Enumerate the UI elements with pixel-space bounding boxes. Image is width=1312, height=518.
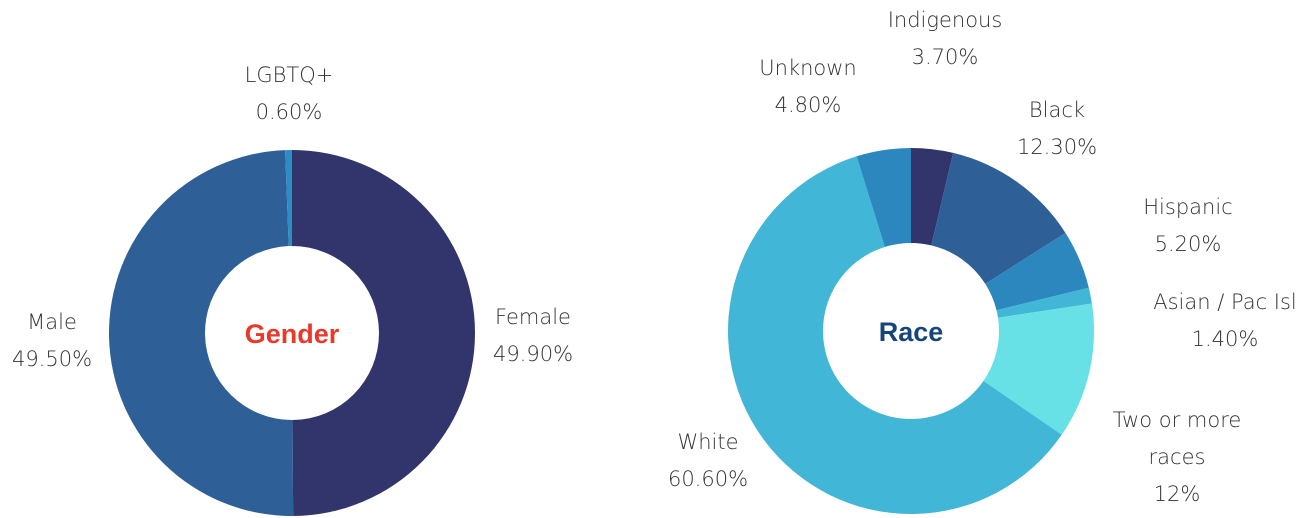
donut-slice	[109, 150, 294, 517]
donut-slice	[983, 303, 1094, 435]
value-label: 3.70%	[911, 45, 979, 69]
category-name: Female	[495, 305, 571, 329]
category-name: Indigenous	[887, 8, 1003, 32]
slice-label: Unknown 4.80%	[759, 50, 856, 124]
value-label: 49.50%	[11, 347, 93, 371]
value-label: 1.40%	[1191, 327, 1259, 351]
slice-label: Female 49.90%	[493, 299, 573, 373]
slice-label: Black 12.30%	[1017, 92, 1097, 166]
category-name: White	[677, 430, 739, 454]
category-name: Black	[1028, 98, 1086, 122]
value-label: 5.20%	[1154, 232, 1222, 256]
donut-slice	[985, 232, 1089, 311]
value-label: 0.60%	[255, 100, 323, 124]
donut-slice	[911, 148, 954, 246]
value-label: 4.80%	[774, 93, 842, 117]
slice-label: Male 49.50%	[12, 304, 92, 378]
category-name: Male	[27, 310, 77, 334]
category-name: Two or more races	[1112, 408, 1242, 469]
category-name: Unknown	[759, 56, 857, 80]
slice-label: LGBTQ+ 0.60%	[245, 57, 334, 131]
donut-slice	[996, 287, 1092, 318]
center-title: Race	[879, 317, 944, 347]
category-name: Hispanic	[1143, 195, 1233, 219]
center-title: Gender	[245, 319, 340, 349]
slice-label: Asian / Pac Isl 1.40%	[1153, 284, 1297, 358]
category-name: LGBTQ+	[244, 63, 334, 87]
donut-slice	[292, 150, 475, 516]
category-name: Asian / Pac Isl	[1153, 290, 1297, 314]
slice-label: White 60.60%	[668, 424, 748, 498]
donut-slice	[931, 152, 1066, 284]
slice-label: Hispanic 5.20%	[1143, 189, 1232, 263]
donut-slice	[285, 150, 292, 247]
donut-slice	[856, 148, 911, 247]
value-label: 12%	[1153, 482, 1201, 506]
value-label: 60.60%	[667, 467, 749, 491]
slice-label: Indigenous 3.70%	[888, 2, 1003, 76]
value-label: 49.90%	[492, 342, 574, 366]
slice-label: Two or more races 12%	[1092, 402, 1262, 513]
value-label: 12.30%	[1016, 135, 1098, 159]
donut-slice	[727, 156, 1062, 514]
